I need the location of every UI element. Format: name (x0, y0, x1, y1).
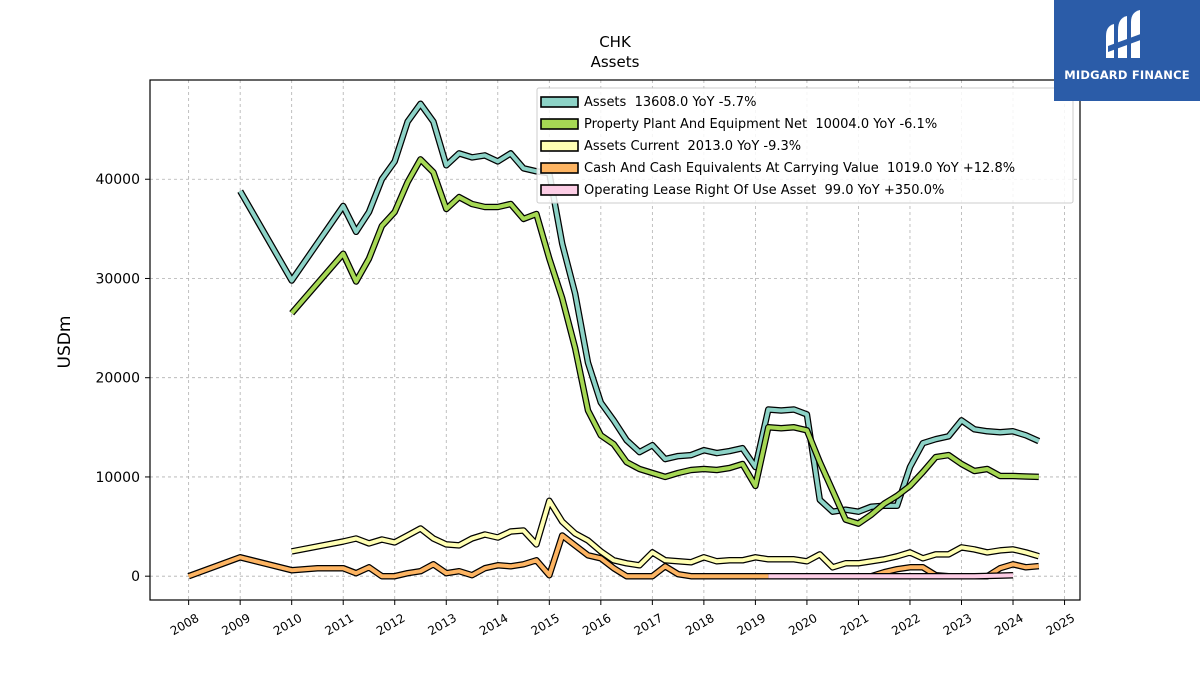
chart-subtitle: Assets (591, 53, 640, 71)
x-tick-label: 2009 (219, 611, 252, 638)
brand-logo-box: MIDGARD FINANCE (1054, 0, 1200, 101)
x-tick-label: 2010 (271, 611, 304, 638)
legend-label: Property Plant And Equipment Net 10004.0… (584, 117, 937, 132)
midgard-logo-icon (1106, 10, 1146, 58)
legend-label: Assets Current 2013.0 YoY -9.3% (584, 139, 801, 154)
x-tick-label: 2021 (838, 611, 871, 638)
x-tick-label: 2016 (580, 611, 613, 638)
legend-swatch (540, 184, 579, 196)
y-tick-label: 30000 (95, 271, 140, 287)
x-tick-label: 2015 (529, 611, 562, 638)
x-tick-label: 2022 (889, 611, 922, 638)
x-tick-label: 2017 (632, 611, 665, 638)
legend-label: Operating Lease Right Of Use Asset 99.0 … (584, 183, 944, 198)
x-tick-label: 2008 (168, 611, 201, 638)
legend-box (536, 87, 1074, 204)
x-tick-label: 2018 (683, 611, 716, 638)
legend-label: Assets 13608.0 YoY -5.7% (584, 95, 756, 110)
x-tick-label: 2025 (1044, 611, 1077, 638)
y-tick-label: 10000 (95, 470, 140, 486)
x-tick-label: 2019 (735, 611, 768, 638)
plot-area-frame (149, 79, 1081, 601)
x-tick-label: 2014 (477, 611, 510, 638)
series-line-operating-lease-right-of-use-asset (768, 573, 1014, 579)
series-line-property-plant-and-equipment-net (290, 157, 1039, 526)
legend-label: Cash And Cash Equivalents At Carrying Va… (584, 161, 1015, 176)
brand-name: MIDGARD FINANCE (1064, 68, 1190, 82)
series-line-assets (238, 101, 1040, 514)
legend-swatch (540, 96, 579, 108)
chart-title: CHK (599, 33, 632, 51)
y-axis-label: USDm (55, 316, 75, 369)
series-lines (187, 100, 1041, 580)
series-line-cash-and-cash-equivalents-at-carrying-value (187, 533, 1039, 579)
legend-swatch (540, 140, 579, 152)
x-tick-label: 2024 (992, 611, 1025, 638)
series-line-assets-current (291, 498, 1040, 570)
x-tick-label: 2013 (426, 611, 459, 638)
x-tick-label: 2011 (322, 611, 355, 638)
x-tick-label: 2020 (786, 611, 819, 638)
y-tick-label: 40000 (95, 172, 140, 188)
y-tick-label: 0 (131, 569, 140, 585)
y-tick-label: 20000 (95, 371, 140, 387)
legend: Assets 13608.0 YoY -5.7% Property Plant A… (536, 87, 1074, 204)
x-tick-label: 2012 (374, 611, 407, 638)
legend-swatch (540, 162, 579, 174)
x-tick-label: 2023 (941, 611, 974, 638)
legend-swatch (540, 118, 579, 130)
